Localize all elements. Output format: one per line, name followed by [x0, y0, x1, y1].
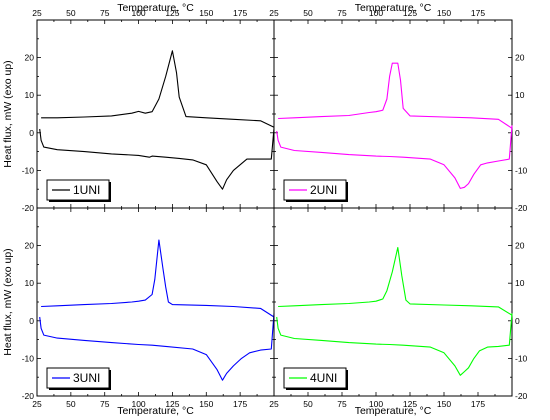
legend-label: 1UNI	[73, 183, 100, 197]
y-tick-label: 0	[515, 128, 520, 138]
x-tick-label: 100	[131, 399, 145, 409]
x-tick-label: 50	[66, 8, 76, 18]
legend-box	[46, 179, 110, 201]
y-tick-label: -10	[515, 165, 528, 175]
x-tick-label: 75	[337, 399, 347, 409]
x-tick-label: 25	[32, 8, 42, 18]
y-tick-label: 10	[25, 90, 35, 100]
series-line-4UNI	[276, 313, 513, 376]
x-tick-label: 50	[66, 399, 76, 409]
y-tick-label: 10	[515, 278, 525, 288]
left-axis-title: Heat flux, mW (exo up)	[2, 248, 14, 355]
x-tick-label: 150	[199, 8, 213, 18]
y-tick-label: -20	[22, 203, 35, 213]
y-tick-label: 20	[25, 53, 35, 63]
y-tick-label: 20	[515, 241, 525, 251]
y-tick-label: 0	[29, 128, 34, 138]
series-line-1UNI	[41, 50, 275, 128]
x-tick-label: 175	[233, 399, 247, 409]
legend-label: 4UNI	[310, 371, 337, 385]
x-tick-label: 175	[471, 8, 485, 18]
series-line-2UNI	[276, 125, 513, 189]
x-tick-label: 125	[165, 399, 179, 409]
x-tick-label: 75	[100, 8, 110, 18]
y-tick-label: 10	[515, 90, 525, 100]
top-axis-title: Temperature, °C	[355, 2, 432, 14]
y-tick-label: -10	[22, 165, 35, 175]
panel-3UNI: 25 50 75 100 125 150 175 -20 -10 0 10 20 3UNI	[22, 207, 275, 409]
x-tick-label: 25	[269, 8, 279, 18]
x-tick-label: 75	[337, 8, 347, 18]
y-tick-label: 0	[515, 316, 520, 326]
x-tick-label: 25	[269, 399, 279, 409]
panel-4UNI: 25 50 75 100 125 150 175 -20 -10 0 10 20 4UNI	[269, 207, 528, 409]
x-tick-label: 150	[199, 399, 213, 409]
x-tick-label: 125	[403, 8, 417, 18]
x-tick-label: 50	[303, 399, 313, 409]
series-line-3UNI	[41, 239, 275, 318]
x-tick-label: 150	[437, 399, 451, 409]
series-line-1UNI	[39, 128, 275, 190]
y-tick-label: 0	[29, 316, 34, 326]
x-tick-label: 50	[303, 8, 313, 18]
legend-box	[283, 367, 347, 389]
y-tick-label: -20	[515, 203, 528, 213]
left-axis-title: Heat flux, mW (exo up)	[2, 60, 14, 167]
legend-label: 3UNI	[73, 371, 100, 385]
y-tick-label: -10	[22, 353, 35, 363]
legend-label: 2UNI	[310, 183, 337, 197]
x-tick-label: 100	[369, 399, 383, 409]
legend-box	[46, 367, 110, 389]
series-line-4UNI	[278, 246, 513, 316]
x-tick-label: 25	[32, 399, 42, 409]
x-tick-label: 125	[403, 399, 417, 409]
y-tick-label: 20	[25, 241, 35, 251]
x-tick-label: 125	[165, 8, 179, 18]
legend-box	[283, 179, 347, 201]
bottom-axis-title: Temperature, °C	[117, 405, 194, 417]
x-tick-label: 150	[437, 8, 451, 18]
y-tick-label: -20	[22, 391, 35, 401]
x-tick-label: 75	[100, 399, 110, 409]
series-line-2UNI	[278, 62, 513, 129]
bottom-axis-title: Temperature, °C	[355, 405, 432, 417]
series-line-3UNI	[39, 313, 275, 381]
y-tick-label: 10	[25, 278, 35, 288]
axis-titles: Temperature, °C Temperature, °C Temperat…	[2, 2, 432, 417]
panel-2UNI: 25 50 75 100 125 150 175 -20 -10 0 10 20 2UNI	[269, 8, 527, 213]
y-tick-label: -10	[515, 353, 528, 363]
x-tick-label: 175	[233, 8, 247, 18]
x-tick-label: 100	[369, 8, 383, 18]
panel-1UNI: 25 50 75 100 125 150 175 -20 -10 0 10 20 1UNI	[22, 8, 275, 213]
y-tick-label: 20	[515, 53, 525, 63]
x-tick-label: 100	[131, 8, 145, 18]
top-axis-title: Temperature, °C	[117, 2, 194, 14]
y-tick-label: -20	[515, 391, 528, 401]
x-tick-label: 175	[471, 399, 485, 409]
